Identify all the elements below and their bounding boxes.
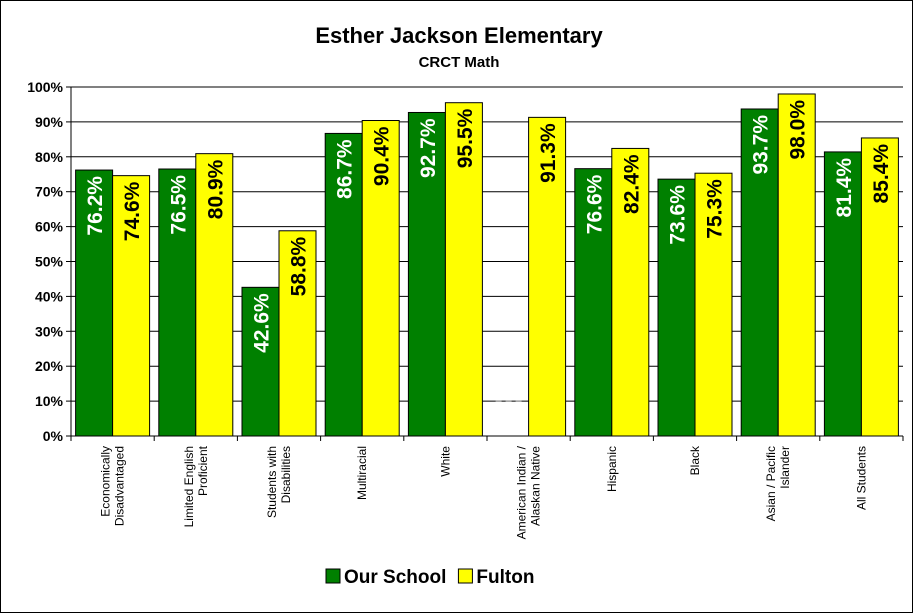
bar-fulton [611,147,650,437]
x-tick-label: Economically [99,446,113,517]
data-label: 95.5% [454,108,477,168]
data-label: 81.4% [833,158,856,218]
x-tick-label: Multiracial [355,446,369,500]
x-tick-label: Proficient [196,445,210,496]
bar-fulton [195,153,234,437]
y-tick-label: 50% [35,254,64,270]
chart-title: Esther Jackson Elementary [315,23,603,48]
x-tick-label: Disabilities [279,446,293,503]
y-tick-label: 60% [35,219,64,235]
legend-label: Our School [344,567,446,588]
data-label: 76.6% [583,174,606,234]
data-label: 76.5% [167,175,190,235]
bar-our-school [823,151,862,437]
bar-our-school [324,132,363,437]
y-tick-label: 0% [43,428,64,444]
bar-fulton [860,137,899,437]
bar-fulton [777,93,816,437]
data-label: 80.9% [204,159,227,219]
y-tick-label: 20% [35,358,64,374]
bar-fulton [361,120,400,437]
data-label: 82.4% [620,154,643,214]
x-tick-label: Disadvantaged [113,446,127,526]
x-tick-label: All Students [854,446,868,510]
bar-our-school [574,168,613,437]
x-tick-label: Black [688,445,702,475]
bars: 76.2% 76.5% 42.6% 86.7% 92.7% 76.6% 73.6% 93.7%… [75,93,899,437]
x-tick-label: Students with [265,446,279,518]
data-label: 75.3% [704,179,727,239]
bar-our-school [158,168,197,437]
data-label: 98.0% [787,100,810,160]
legend-label: Fulton [476,567,534,588]
bar-fulton [528,116,567,437]
bar-fulton [444,102,483,437]
legend: Our School Fulton [325,567,534,588]
x-tick-label: American Indian / [515,445,529,539]
x-tick-label: Alaskan Native [529,446,543,526]
data-label: 85.4% [870,144,893,204]
y-tick-label: 100% [27,79,63,95]
bar-our-school [407,111,446,437]
data-label: 76.2% [84,176,107,236]
x-tick-label: Hispanic [605,446,619,492]
axes: 0% 10% 20% 30% 40% 50% 60% 70% 80% 90% 100% Economi… [27,79,904,539]
y-tick-label: 70% [35,184,64,200]
y-tick-label: 30% [35,323,64,339]
data-label: 90.4% [371,126,394,186]
data-label: 73.6% [667,185,690,245]
x-tick-label: White [438,446,452,477]
chart-subtitle: CRCT Math [419,54,500,71]
bar-fulton [112,175,151,437]
legend-swatch [457,568,473,584]
x-tick-label: Limited English [182,446,196,527]
y-tick-label: 10% [35,393,64,409]
data-label: 91.3% [537,123,560,183]
bar-fulton [278,230,317,437]
bar-our-school [657,178,696,437]
y-tick-label: 80% [35,149,64,165]
x-tick-label: Islander [778,446,792,489]
data-label: 86.7% [334,139,357,199]
data-label: 92.7% [417,118,440,178]
y-tick-label: 90% [35,114,64,130]
legend-swatch [325,568,341,584]
x-tick-label: Asian / Pacific [764,446,778,521]
y-tick-label: 40% [35,288,64,304]
data-label: 93.7% [750,115,773,175]
bar-fulton [694,172,733,437]
data-label: 42.6% [251,293,274,353]
data-label: 58.8% [288,236,311,296]
data-label: 74.6% [121,181,144,241]
